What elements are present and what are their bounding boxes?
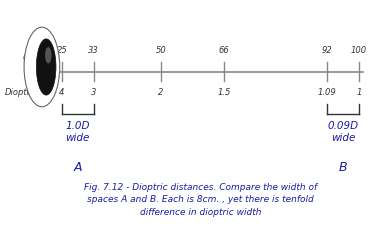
Ellipse shape bbox=[24, 27, 60, 107]
Ellipse shape bbox=[36, 39, 56, 95]
Text: 3: 3 bbox=[91, 88, 96, 97]
Text: 33: 33 bbox=[88, 46, 99, 55]
Text: 0.09D
wide: 0.09D wide bbox=[328, 121, 359, 143]
Text: 1.5: 1.5 bbox=[217, 88, 231, 97]
Text: 1: 1 bbox=[356, 88, 361, 97]
Text: 100: 100 bbox=[351, 46, 367, 55]
Text: 50: 50 bbox=[155, 46, 166, 55]
Text: 5: 5 bbox=[40, 88, 45, 97]
Text: 25: 25 bbox=[57, 46, 67, 55]
Text: 20: 20 bbox=[37, 46, 48, 55]
Text: Fig. 7.12 - Dioptric distances. Compare the width of
spaces A and B. Each is 8cm: Fig. 7.12 - Dioptric distances. Compare … bbox=[84, 183, 317, 217]
Text: Diopters: Diopters bbox=[5, 88, 40, 97]
Text: Cm: Cm bbox=[23, 53, 40, 63]
Text: 4: 4 bbox=[59, 88, 65, 97]
Text: 2: 2 bbox=[158, 88, 163, 97]
Text: 1.09: 1.09 bbox=[318, 88, 337, 97]
Ellipse shape bbox=[45, 47, 52, 64]
Text: 66: 66 bbox=[219, 46, 230, 55]
Text: B: B bbox=[339, 161, 347, 174]
Text: A: A bbox=[73, 161, 82, 174]
Text: 92: 92 bbox=[322, 46, 332, 55]
Text: 1.0D
wide: 1.0D wide bbox=[65, 121, 90, 143]
